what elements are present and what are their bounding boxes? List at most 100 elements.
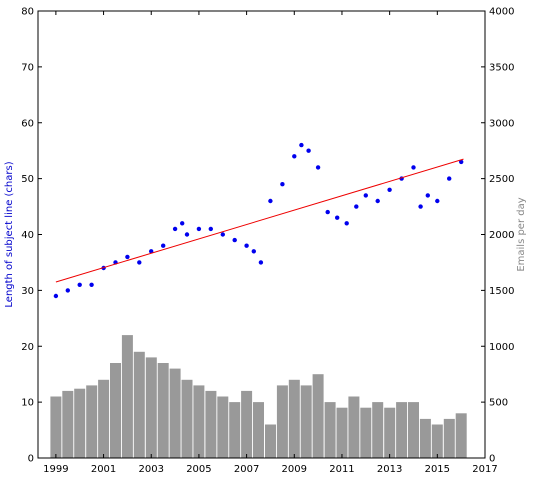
- subject-length-point: [387, 187, 392, 192]
- subject-length-point: [292, 154, 297, 159]
- subject-length-point: [180, 221, 185, 226]
- scatter-layer: [53, 142, 464, 299]
- subject-length-point: [208, 226, 213, 232]
- emails-bar: [193, 385, 205, 458]
- subject-length-point: [418, 204, 423, 209]
- subject-length-point: [137, 260, 142, 265]
- subject-length-point: [375, 198, 380, 204]
- subject-length-point: [65, 288, 71, 293]
- subject-length-point: [125, 254, 130, 260]
- subject-length-point: [89, 282, 94, 287]
- emails-bar: [157, 363, 169, 458]
- emails-bar: [253, 402, 264, 458]
- bars-layer: [50, 335, 467, 458]
- emails-bar: [74, 388, 86, 458]
- y-left-tick-label: 80: [21, 7, 34, 18]
- trend-line: [55, 158, 464, 283]
- subject-length-point: [244, 243, 249, 248]
- emails-bar: [360, 407, 372, 458]
- y-right-tick-label: 1000: [489, 342, 514, 353]
- y-left-tick-label: 50: [21, 174, 34, 185]
- y-axis-right-label: Emails per day: [516, 197, 527, 271]
- y-axis-left-label: Length of subject line (chars): [4, 161, 15, 307]
- subject-length-point: [299, 142, 304, 148]
- y-left-tick-label: 0: [28, 454, 34, 465]
- y-right-tick-label: 3500: [489, 62, 514, 73]
- x-tick-label: 2005: [186, 464, 211, 475]
- emails-bar: [419, 418, 431, 458]
- y-right-tick-label: 2500: [489, 174, 514, 185]
- y-right-tick-label: 2000: [489, 230, 514, 241]
- emails-bar: [98, 379, 110, 458]
- emails-bar: [205, 390, 217, 458]
- y-right-tick-label: 4000: [489, 7, 514, 18]
- emails-bar: [265, 424, 276, 458]
- subject-length-point: [184, 232, 190, 237]
- subject-length-point: [435, 198, 440, 204]
- emails-bar: [181, 379, 193, 458]
- ticks-layer: 1999 2001 2003 2005 2007 2009 2011 2013 2015 2017…: [21, 7, 514, 476]
- emails-bar: [443, 418, 455, 458]
- x-tick-label: 2011: [329, 464, 354, 475]
- y-left-tick-label: 10: [21, 398, 34, 409]
- x-tick-label: 2015: [425, 464, 450, 475]
- emails-bar: [312, 374, 324, 458]
- emails-bar: [324, 402, 336, 458]
- trend-layer: [55, 158, 464, 283]
- emails-bar: [408, 402, 419, 458]
- emails-bar: [384, 407, 396, 458]
- y-right-tick-label: 0: [489, 454, 495, 465]
- y-right-tick-label: 3000: [489, 118, 514, 129]
- y-left-tick-label: 40: [21, 230, 34, 241]
- emails-bar: [50, 396, 62, 458]
- emails-bar: [169, 368, 181, 458]
- subject-length-point: [315, 165, 321, 170]
- subject-length-point: [411, 165, 416, 170]
- emails-bar: [288, 379, 300, 458]
- emails-bar: [145, 357, 157, 458]
- subject-length-point: [149, 249, 154, 254]
- x-tick-label: 2017: [472, 464, 497, 475]
- subject-length-point: [306, 148, 311, 153]
- subject-length-point: [172, 226, 178, 232]
- emails-bar: [348, 396, 360, 458]
- emails-bar: [241, 390, 253, 458]
- subject-length-point: [363, 193, 368, 198]
- y-left-tick-label: 70: [21, 62, 34, 73]
- subject-length-point: [344, 221, 349, 226]
- emails-bar: [455, 413, 467, 458]
- y-left-tick-label: 30: [21, 286, 34, 297]
- subject-length-point: [196, 226, 202, 232]
- subject-length-point: [447, 176, 452, 181]
- y-right-tick-label: 1500: [489, 286, 514, 297]
- subject-length-point: [268, 198, 273, 204]
- emails-bar: [110, 363, 121, 458]
- subject-length-point: [161, 243, 166, 248]
- subject-length-point: [335, 215, 340, 220]
- subject-length-point: [325, 209, 330, 215]
- emails-bar: [86, 385, 98, 458]
- emails-bar: [336, 407, 348, 458]
- y-left-tick-label: 60: [21, 118, 34, 129]
- subject-length-point: [280, 182, 285, 187]
- subject-length-point: [425, 193, 430, 198]
- x-tick-label: 2009: [282, 464, 307, 475]
- y-right-tick-label: 500: [489, 398, 508, 409]
- emails-bar: [276, 385, 288, 458]
- subject-length-point: [53, 293, 59, 299]
- x-tick-label: 2007: [234, 464, 259, 475]
- emails-bar: [62, 390, 74, 458]
- emails-bar: [121, 335, 133, 458]
- emails-bar: [396, 402, 408, 458]
- x-tick-label: 2001: [91, 464, 116, 475]
- emails-bar: [300, 385, 312, 458]
- subject-length-point: [232, 237, 237, 243]
- y-left-tick-label: 20: [21, 342, 34, 353]
- subject-length-point: [258, 260, 264, 265]
- x-tick-label: 2003: [139, 464, 164, 475]
- emails-bar: [229, 402, 241, 458]
- emails-bar: [372, 402, 384, 458]
- subject-length-point: [354, 204, 359, 209]
